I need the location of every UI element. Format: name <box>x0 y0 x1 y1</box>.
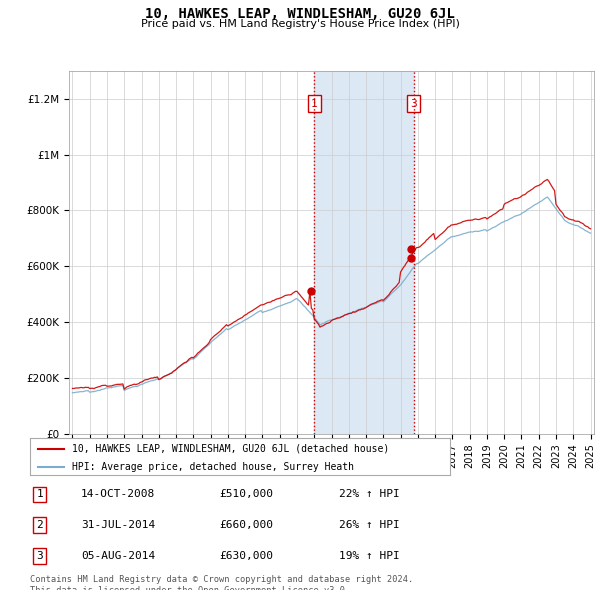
Text: 1: 1 <box>311 99 317 109</box>
Text: 05-AUG-2014: 05-AUG-2014 <box>81 551 155 560</box>
Bar <box>314 71 413 434</box>
Text: 19% ↑ HPI: 19% ↑ HPI <box>339 551 400 560</box>
Text: £630,000: £630,000 <box>219 551 273 560</box>
Text: Price paid vs. HM Land Registry's House Price Index (HPI): Price paid vs. HM Land Registry's House … <box>140 19 460 29</box>
Text: £660,000: £660,000 <box>219 520 273 530</box>
Text: 10, HAWKES LEAP, WINDLESHAM, GU20 6JL (detached house): 10, HAWKES LEAP, WINDLESHAM, GU20 6JL (d… <box>72 444 389 454</box>
Text: 1: 1 <box>36 490 43 499</box>
Text: 2: 2 <box>36 520 43 530</box>
Text: 26% ↑ HPI: 26% ↑ HPI <box>339 520 400 530</box>
Text: 31-JUL-2014: 31-JUL-2014 <box>81 520 155 530</box>
Text: 3: 3 <box>410 99 417 109</box>
Text: 3: 3 <box>36 551 43 560</box>
Text: 10, HAWKES LEAP, WINDLESHAM, GU20 6JL: 10, HAWKES LEAP, WINDLESHAM, GU20 6JL <box>145 7 455 21</box>
Text: 22% ↑ HPI: 22% ↑ HPI <box>339 490 400 499</box>
Text: HPI: Average price, detached house, Surrey Heath: HPI: Average price, detached house, Surr… <box>72 462 354 472</box>
Text: £510,000: £510,000 <box>219 490 273 499</box>
Text: 14-OCT-2008: 14-OCT-2008 <box>81 490 155 499</box>
Text: Contains HM Land Registry data © Crown copyright and database right 2024.
This d: Contains HM Land Registry data © Crown c… <box>30 575 413 590</box>
